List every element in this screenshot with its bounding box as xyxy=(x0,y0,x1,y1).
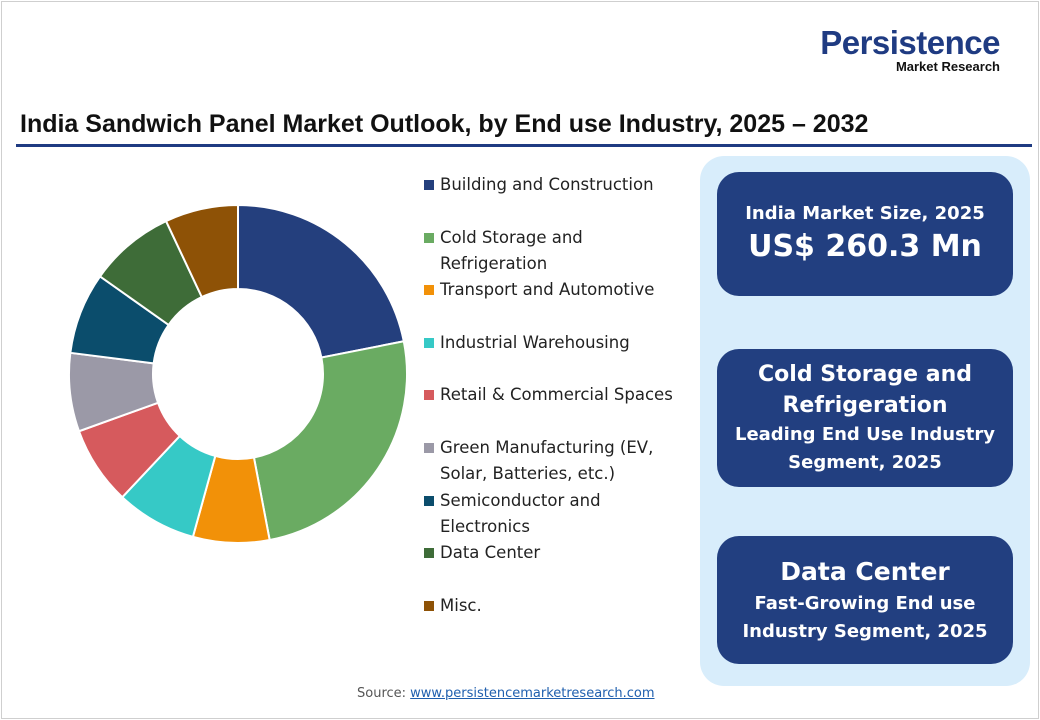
legend-label: Solar, Batteries, etc.) xyxy=(440,464,616,483)
source: Source: www.persistencemarketresearch.co… xyxy=(357,686,655,701)
legend-item: Transport and Automotive xyxy=(424,277,694,303)
legend-item: Industrial Warehousing xyxy=(424,330,694,356)
fast-growing-sub-2: Industry Segment, 2025 xyxy=(742,621,988,642)
logo-subtitle: Market Research xyxy=(895,59,1000,74)
logo-name: Persistence xyxy=(820,24,1000,61)
legend-swatch xyxy=(424,285,434,295)
legend-item: Retail & Commercial Spaces xyxy=(424,382,694,408)
legend-item: Building and Construction xyxy=(424,172,694,198)
legend-item: Misc. xyxy=(424,593,694,619)
source-link[interactable]: www.persistencemarketresearch.com xyxy=(410,686,655,701)
legend-swatch xyxy=(424,443,434,453)
legend-swatch xyxy=(424,496,434,506)
leading-segment-title-1: Cold Storage and xyxy=(758,362,972,387)
leading-segment-sub-1: Leading End Use Industry xyxy=(734,424,996,445)
legend-swatch xyxy=(424,338,434,348)
legend-label: Transport and Automotive xyxy=(440,280,655,299)
legend-label: Cold Storage and xyxy=(440,228,583,247)
legend-label: Retail & Commercial Spaces xyxy=(440,385,673,404)
legend-label: Industrial Warehousing xyxy=(440,333,630,352)
donut-chart xyxy=(68,203,408,544)
legend-swatch xyxy=(424,233,434,243)
legend-item: Semiconductor and Electronics xyxy=(424,488,694,540)
legend-swatch xyxy=(424,180,434,190)
slice-misc xyxy=(164,203,239,299)
source-label: Source: xyxy=(357,686,407,701)
legend-label: Refrigeration xyxy=(440,254,548,273)
legend-label: Building and Construction xyxy=(440,175,654,194)
legend-swatch xyxy=(424,390,434,400)
legend-label: Electronics xyxy=(440,517,530,536)
leading-segment-sub-2: Segment, 2025 xyxy=(788,452,942,473)
market-size-value: US$ 260.3 Mn xyxy=(748,229,982,264)
fast-growing-box: Data Center Fast-Growing End use Industr… xyxy=(717,536,1013,664)
legend-item: Cold Storage and Refrigeration xyxy=(424,225,694,277)
title-divider xyxy=(16,144,1032,147)
legend-label: Data Center xyxy=(440,543,541,562)
legend-label: Misc. xyxy=(440,596,482,615)
legend-label: Green Manufacturing (EV, xyxy=(440,438,654,457)
logo: Persistence Market Research xyxy=(790,24,1000,74)
slice-cold-storage-and-refrigeration xyxy=(252,340,408,542)
chart-title: India Sandwich Panel Market Outlook, by … xyxy=(20,110,869,138)
leading-segment-title-2: Refrigeration xyxy=(782,393,948,418)
legend-swatch xyxy=(424,548,434,558)
legend-item: Green Manufacturing (EV, Solar, Batteries… xyxy=(424,435,694,487)
leading-segment-box: Cold Storage and Refrigeration Leading E… xyxy=(717,349,1013,487)
fast-growing-sub-1: Fast-Growing End use xyxy=(754,593,976,614)
market-size-box: India Market Size, 2025 US$ 260.3 Mn xyxy=(717,172,1013,296)
legend-item: Data Center xyxy=(424,540,694,566)
fast-growing-title: Data Center xyxy=(780,557,950,586)
legend-label: Semiconductor and xyxy=(440,491,601,510)
legend-swatch xyxy=(424,601,434,611)
slice-building-and-construction xyxy=(237,203,405,359)
market-size-label: India Market Size, 2025 xyxy=(745,203,985,224)
